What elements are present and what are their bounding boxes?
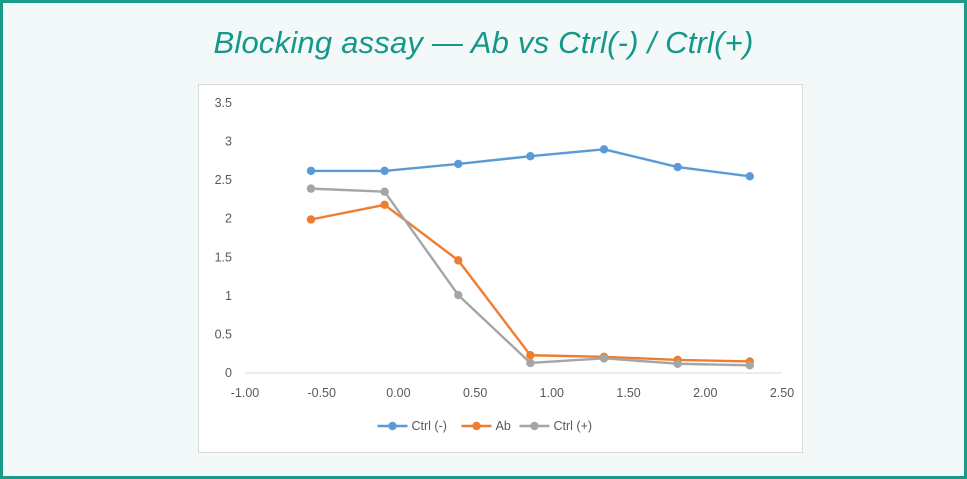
series-2 [306, 200, 754, 366]
series-group [306, 145, 754, 370]
data-point [306, 166, 316, 176]
data-point [454, 290, 463, 300]
data-point [673, 359, 682, 368]
data-point [380, 166, 389, 176]
y-axis-ticks: 0 0.5 1 1.5 2 2.5 3 3.5 [215, 96, 232, 380]
data-point [526, 152, 535, 161]
chart-title: Blocking assay — Ab vs Ctrl(-) / Ctrl(+) [213, 25, 754, 60]
data-point [380, 187, 389, 196]
data-point [454, 256, 463, 265]
data-point [599, 145, 609, 154]
x-tick-label: 0.00 [386, 386, 410, 400]
x-tick-label: 2.50 [770, 386, 794, 400]
y-tick-label: 3.5 [215, 96, 232, 110]
data-point [599, 354, 609, 363]
x-tick-label: 1.00 [540, 386, 564, 400]
data-point [454, 159, 463, 169]
x-tick-label: 0.50 [463, 386, 487, 400]
legend-item: Ctrl (+) [519, 419, 593, 433]
data-point [745, 172, 754, 181]
legend: Ctrl (-) Ab Ctrl (+) [377, 419, 593, 433]
y-tick-label: 3 [225, 135, 232, 149]
y-tick-label: 1 [225, 289, 232, 303]
y-tick-label: 2.5 [215, 173, 232, 187]
y-tick-label: 2 [225, 212, 232, 226]
y-tick-label: 0.5 [215, 327, 232, 341]
data-point [673, 162, 682, 172]
series-1 [306, 145, 754, 181]
x-tick-label: -1.00 [231, 386, 260, 400]
legend-marker [472, 421, 481, 431]
legend-item: Ab [461, 419, 511, 433]
legend-label: Ctrl (+) [554, 419, 593, 433]
chart-area: 0 0.5 1 1.5 2 2.5 3 3.5 -1.00 -0.50 0.00 0.50 1.00 1… [198, 84, 803, 453]
x-tick-label: 2.00 [693, 386, 717, 400]
x-tick-label: 1.50 [616, 386, 640, 400]
series-3 [306, 184, 754, 370]
data-point [526, 358, 535, 368]
x-axis-ticks: -1.00 -0.50 0.00 0.50 1.00 1.50 2.00 2.50 [231, 386, 794, 400]
data-point [306, 184, 316, 193]
series-line [309, 203, 751, 363]
y-tick-label: 1.5 [215, 250, 232, 264]
y-tick-label: 0 [225, 366, 232, 380]
legend-item: Ctrl (-) [377, 419, 447, 433]
data-point [526, 351, 535, 360]
x-tick-label: -0.50 [307, 386, 336, 400]
line-chart: 0 0.5 1 1.5 2 2.5 3 3.5 -1.00 -0.50 0.00 0.50 1.00 1… [215, 96, 795, 433]
legend-label: Ctrl (-) [412, 419, 447, 433]
legend-label: Ab [496, 419, 511, 433]
data-point [306, 215, 316, 224]
series-line [309, 187, 751, 367]
legend-marker [530, 421, 539, 431]
data-point [745, 361, 754, 370]
legend-marker [388, 421, 397, 431]
data-point [380, 200, 389, 210]
